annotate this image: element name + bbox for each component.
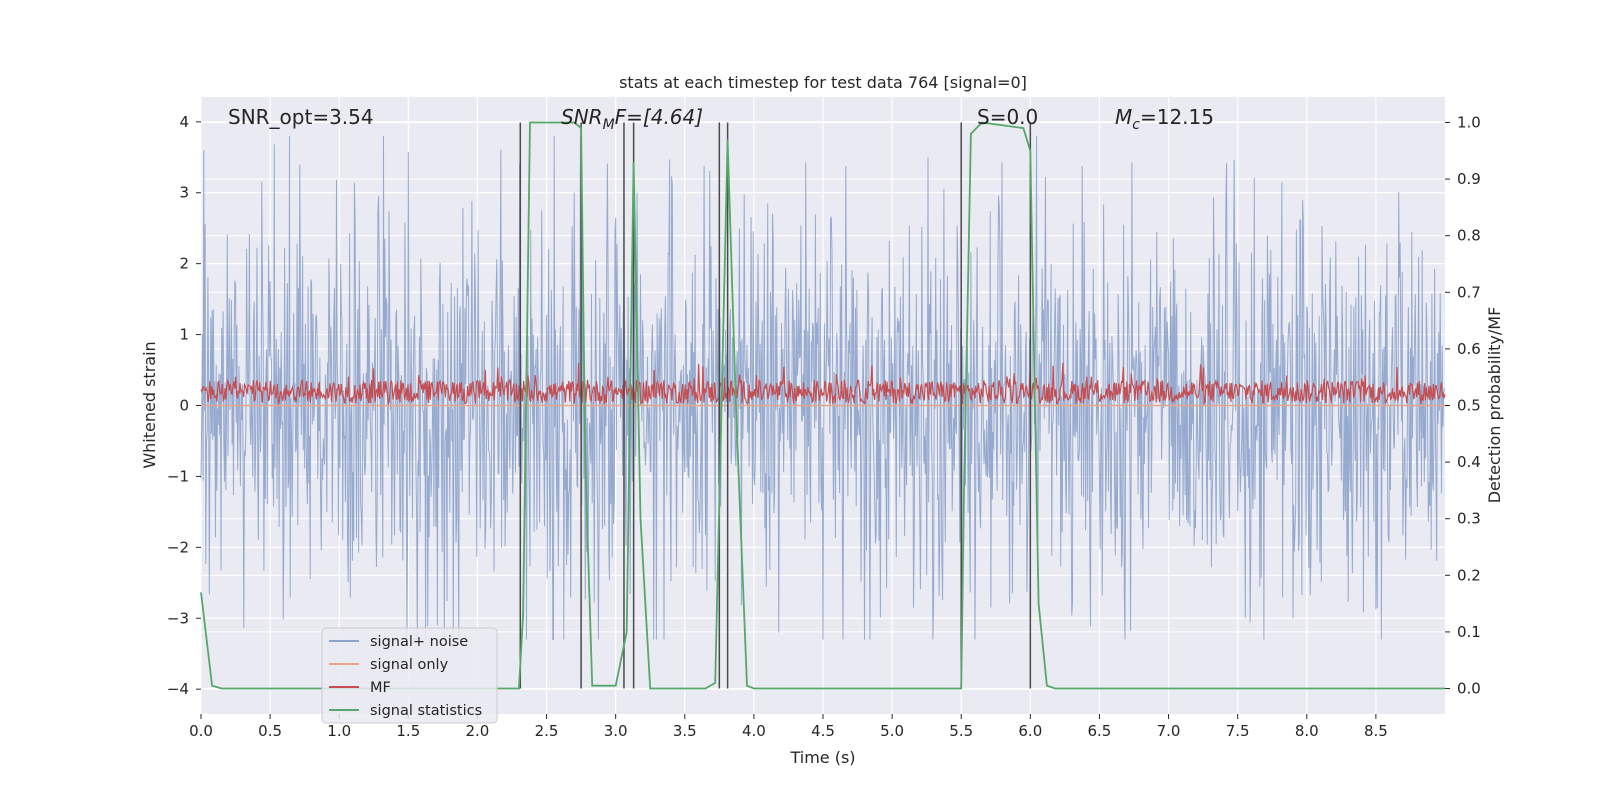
line-signal-statistics	[200, 121, 1445, 690]
series-mf	[200, 362, 1446, 406]
y2-tick-label: 1.0	[1457, 113, 1481, 131]
y2-tick-label: 0.5	[1457, 397, 1481, 415]
line-signal-plus-noise	[200, 135, 1446, 640]
legend-label-signal-plus-noise: signal+ noise	[370, 634, 468, 650]
y2-tick-label: 0.2	[1457, 566, 1481, 584]
annotation-mc-sub: c	[1132, 117, 1140, 133]
x-tick-label: 6.0	[1018, 722, 1042, 740]
y-tick-label: 1	[179, 326, 189, 344]
x-tick-label: 7.0	[1157, 722, 1181, 740]
y-tick-label: −4	[167, 680, 189, 698]
y-tick-label: −1	[167, 467, 189, 485]
y2-tick-label: 0.7	[1457, 283, 1481, 301]
y-axis-label: Whitened strain	[140, 341, 159, 468]
y-tick-label: −3	[167, 609, 189, 627]
y2-tick-label: 0.0	[1457, 680, 1481, 698]
y-tick-label: 3	[179, 184, 189, 202]
x-tick-label: 0.0	[189, 722, 213, 740]
legend-label-mf: MF	[370, 680, 391, 696]
y-tick-label: 4	[179, 113, 189, 131]
x-tick-label: 8.0	[1295, 722, 1319, 740]
line-mf	[200, 362, 1446, 406]
x-tick-label: 4.5	[811, 722, 835, 740]
y2-axis-ticks: 1.0 0.9 0.8 0.7 0.6 0.5 0.4 0.3 0.2 0.1 0.0	[1445, 113, 1481, 698]
annotation-snr-mf: SNRMF=[4.64]	[561, 105, 703, 133]
legend-box	[321, 627, 498, 724]
y2-tick-label: 0.8	[1457, 227, 1481, 245]
annotation-mc-rest: =12.15	[1140, 105, 1214, 129]
x-tick-label: 1.0	[327, 722, 351, 740]
x-tick-label: 2.5	[535, 722, 559, 740]
legend-label-signal-only: signal only	[370, 657, 449, 673]
x-tick-label: 1.5	[396, 722, 420, 740]
y-tick-label: 0	[179, 397, 189, 415]
y-tick-label: 2	[179, 255, 189, 273]
series-signal-statistics	[200, 121, 1445, 690]
y2-tick-label: 0.9	[1457, 170, 1481, 188]
x-tick-label: 4.0	[742, 722, 766, 740]
x-tick-label: 5.0	[880, 722, 904, 740]
y2-tick-label: 0.4	[1457, 453, 1481, 471]
x-tick-label: 0.5	[258, 722, 282, 740]
annotation-snr-mf-base: SNR	[561, 105, 603, 129]
x-tick-label: 7.5	[1226, 722, 1250, 740]
annotation-mc: Mc=12.15	[1115, 105, 1214, 133]
annotation-s: S=0.0	[977, 105, 1038, 129]
series-signal-plus-noise	[200, 135, 1446, 640]
x-tick-label: 8.5	[1364, 722, 1388, 740]
y2-tick-label: 0.6	[1457, 340, 1481, 358]
x-tick-label: 3.0	[604, 722, 628, 740]
x-axis-ticks: 0.0 0.5 1.0 1.5 2.0 2.5 3.0 3.5 4.0 4.5 5.0 5.5 6.0 6…	[189, 714, 1388, 740]
y-axis-ticks: 4 3 2 1 0 −1 −2 −3 −4	[167, 113, 201, 698]
y2-tick-label: 0.1	[1457, 623, 1481, 641]
x-axis-label: Time (s)	[789, 748, 855, 767]
x-tick-label: 3.5	[673, 722, 697, 740]
chart-title: stats at each timestep for test data 764…	[619, 73, 1027, 92]
y2-axis-label: Detection probability/MF	[1485, 307, 1504, 504]
annotation-snr-mf-sub: M	[603, 117, 615, 133]
annotation-snr-mf-rest: F=[4.64]	[615, 105, 703, 129]
legend-label-signal-statistics: signal statistics	[370, 703, 482, 719]
legend: signal+ noise signal only MF signal stat…	[321, 627, 498, 724]
x-tick-label: 6.5	[1088, 722, 1112, 740]
y-tick-label: −2	[167, 538, 189, 556]
x-tick-label: 2.0	[466, 722, 490, 740]
series-detection-markers	[519, 122, 1032, 689]
annotation-mc-base: M	[1115, 105, 1132, 129]
annotation-snr-opt: SNR_opt=3.54	[228, 105, 374, 129]
y2-tick-label: 0.3	[1457, 510, 1481, 528]
x-tick-label: 5.5	[949, 722, 973, 740]
